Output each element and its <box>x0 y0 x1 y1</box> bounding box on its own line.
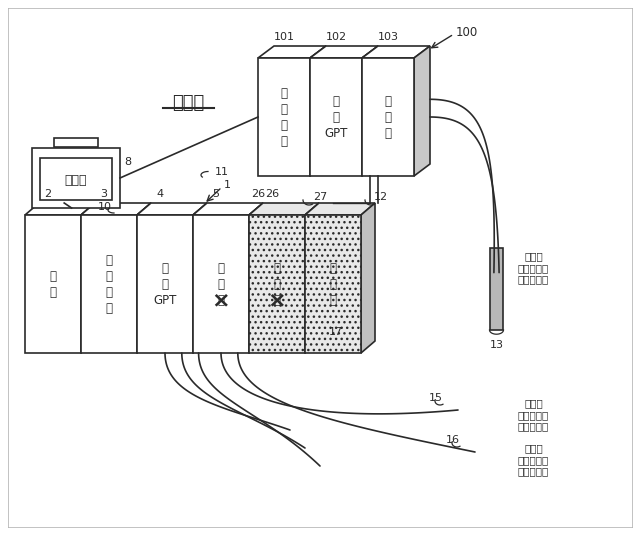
Polygon shape <box>81 203 151 215</box>
Text: 11: 11 <box>215 167 229 177</box>
Polygon shape <box>81 203 95 353</box>
Text: 配
電
線: 配 電 線 <box>273 262 280 307</box>
Polygon shape <box>305 203 319 353</box>
Text: 17: 17 <box>329 327 343 337</box>
Text: 母
連: 母 連 <box>49 270 56 299</box>
Polygon shape <box>137 203 151 353</box>
Text: 26: 26 <box>251 189 265 199</box>
Polygon shape <box>310 46 326 176</box>
Text: 所
内
GPT: 所 内 GPT <box>154 262 177 307</box>
Text: 配
電
線: 配 電 線 <box>218 262 225 307</box>
Polygon shape <box>414 46 430 176</box>
Text: 100: 100 <box>456 26 478 39</box>
Bar <box>193 215 249 353</box>
Bar <box>362 58 414 176</box>
Text: 4: 4 <box>156 189 164 199</box>
Text: ×: × <box>268 291 286 310</box>
Text: 変圧器: 変圧器 <box>65 173 87 187</box>
Text: 全　停: 全 停 <box>172 94 204 112</box>
Polygon shape <box>193 203 207 353</box>
Text: 配
変
一
次: 配 変 一 次 <box>106 254 113 315</box>
Text: 配電線
立上げ箇所
（遠距離）: 配電線 立上げ箇所 （遠距離） <box>518 444 549 477</box>
Text: 26: 26 <box>265 189 279 199</box>
Text: 16: 16 <box>446 435 460 445</box>
Text: 103: 103 <box>378 32 399 42</box>
Bar <box>32 148 120 208</box>
Text: 13: 13 <box>490 340 504 350</box>
Text: 所
内
GPT: 所 内 GPT <box>324 95 348 140</box>
Polygon shape <box>362 46 378 176</box>
Bar <box>137 215 193 353</box>
Text: 8: 8 <box>124 157 131 167</box>
Text: 101: 101 <box>273 32 294 42</box>
Text: ×: × <box>212 291 230 310</box>
Text: 15: 15 <box>429 393 443 403</box>
Polygon shape <box>305 203 375 215</box>
Polygon shape <box>137 203 207 215</box>
Text: 27: 27 <box>313 192 327 202</box>
Polygon shape <box>362 46 430 58</box>
Text: 1: 1 <box>224 180 231 190</box>
Text: 2: 2 <box>44 189 52 199</box>
Text: 102: 102 <box>325 32 347 42</box>
Bar <box>490 248 503 330</box>
Text: 5: 5 <box>212 189 220 199</box>
Bar <box>54 138 98 147</box>
Bar <box>81 215 137 353</box>
Bar <box>40 158 112 200</box>
Text: 配
電
線: 配 電 線 <box>385 95 392 140</box>
Bar <box>310 58 362 176</box>
Polygon shape <box>249 203 319 215</box>
Text: 配
変
一
次: 配 変 一 次 <box>280 87 287 148</box>
Bar <box>249 215 305 353</box>
Text: 12: 12 <box>374 192 388 202</box>
Polygon shape <box>361 203 375 353</box>
Text: 配電線
立上げ箇所
（近距離）: 配電線 立上げ箇所 （近距離） <box>518 251 549 285</box>
Bar <box>258 58 310 176</box>
Bar <box>305 215 361 353</box>
Polygon shape <box>310 46 378 58</box>
Text: 配
電
線: 配 電 線 <box>330 262 337 307</box>
Polygon shape <box>258 46 326 58</box>
Text: 3: 3 <box>100 189 108 199</box>
Bar <box>25 215 81 353</box>
Text: 配電線
立上げ箇所
（遠距離）: 配電線 立上げ箇所 （遠距離） <box>518 399 549 432</box>
Polygon shape <box>249 203 263 353</box>
Polygon shape <box>25 203 95 215</box>
Text: 10: 10 <box>98 202 112 212</box>
Polygon shape <box>193 203 263 215</box>
